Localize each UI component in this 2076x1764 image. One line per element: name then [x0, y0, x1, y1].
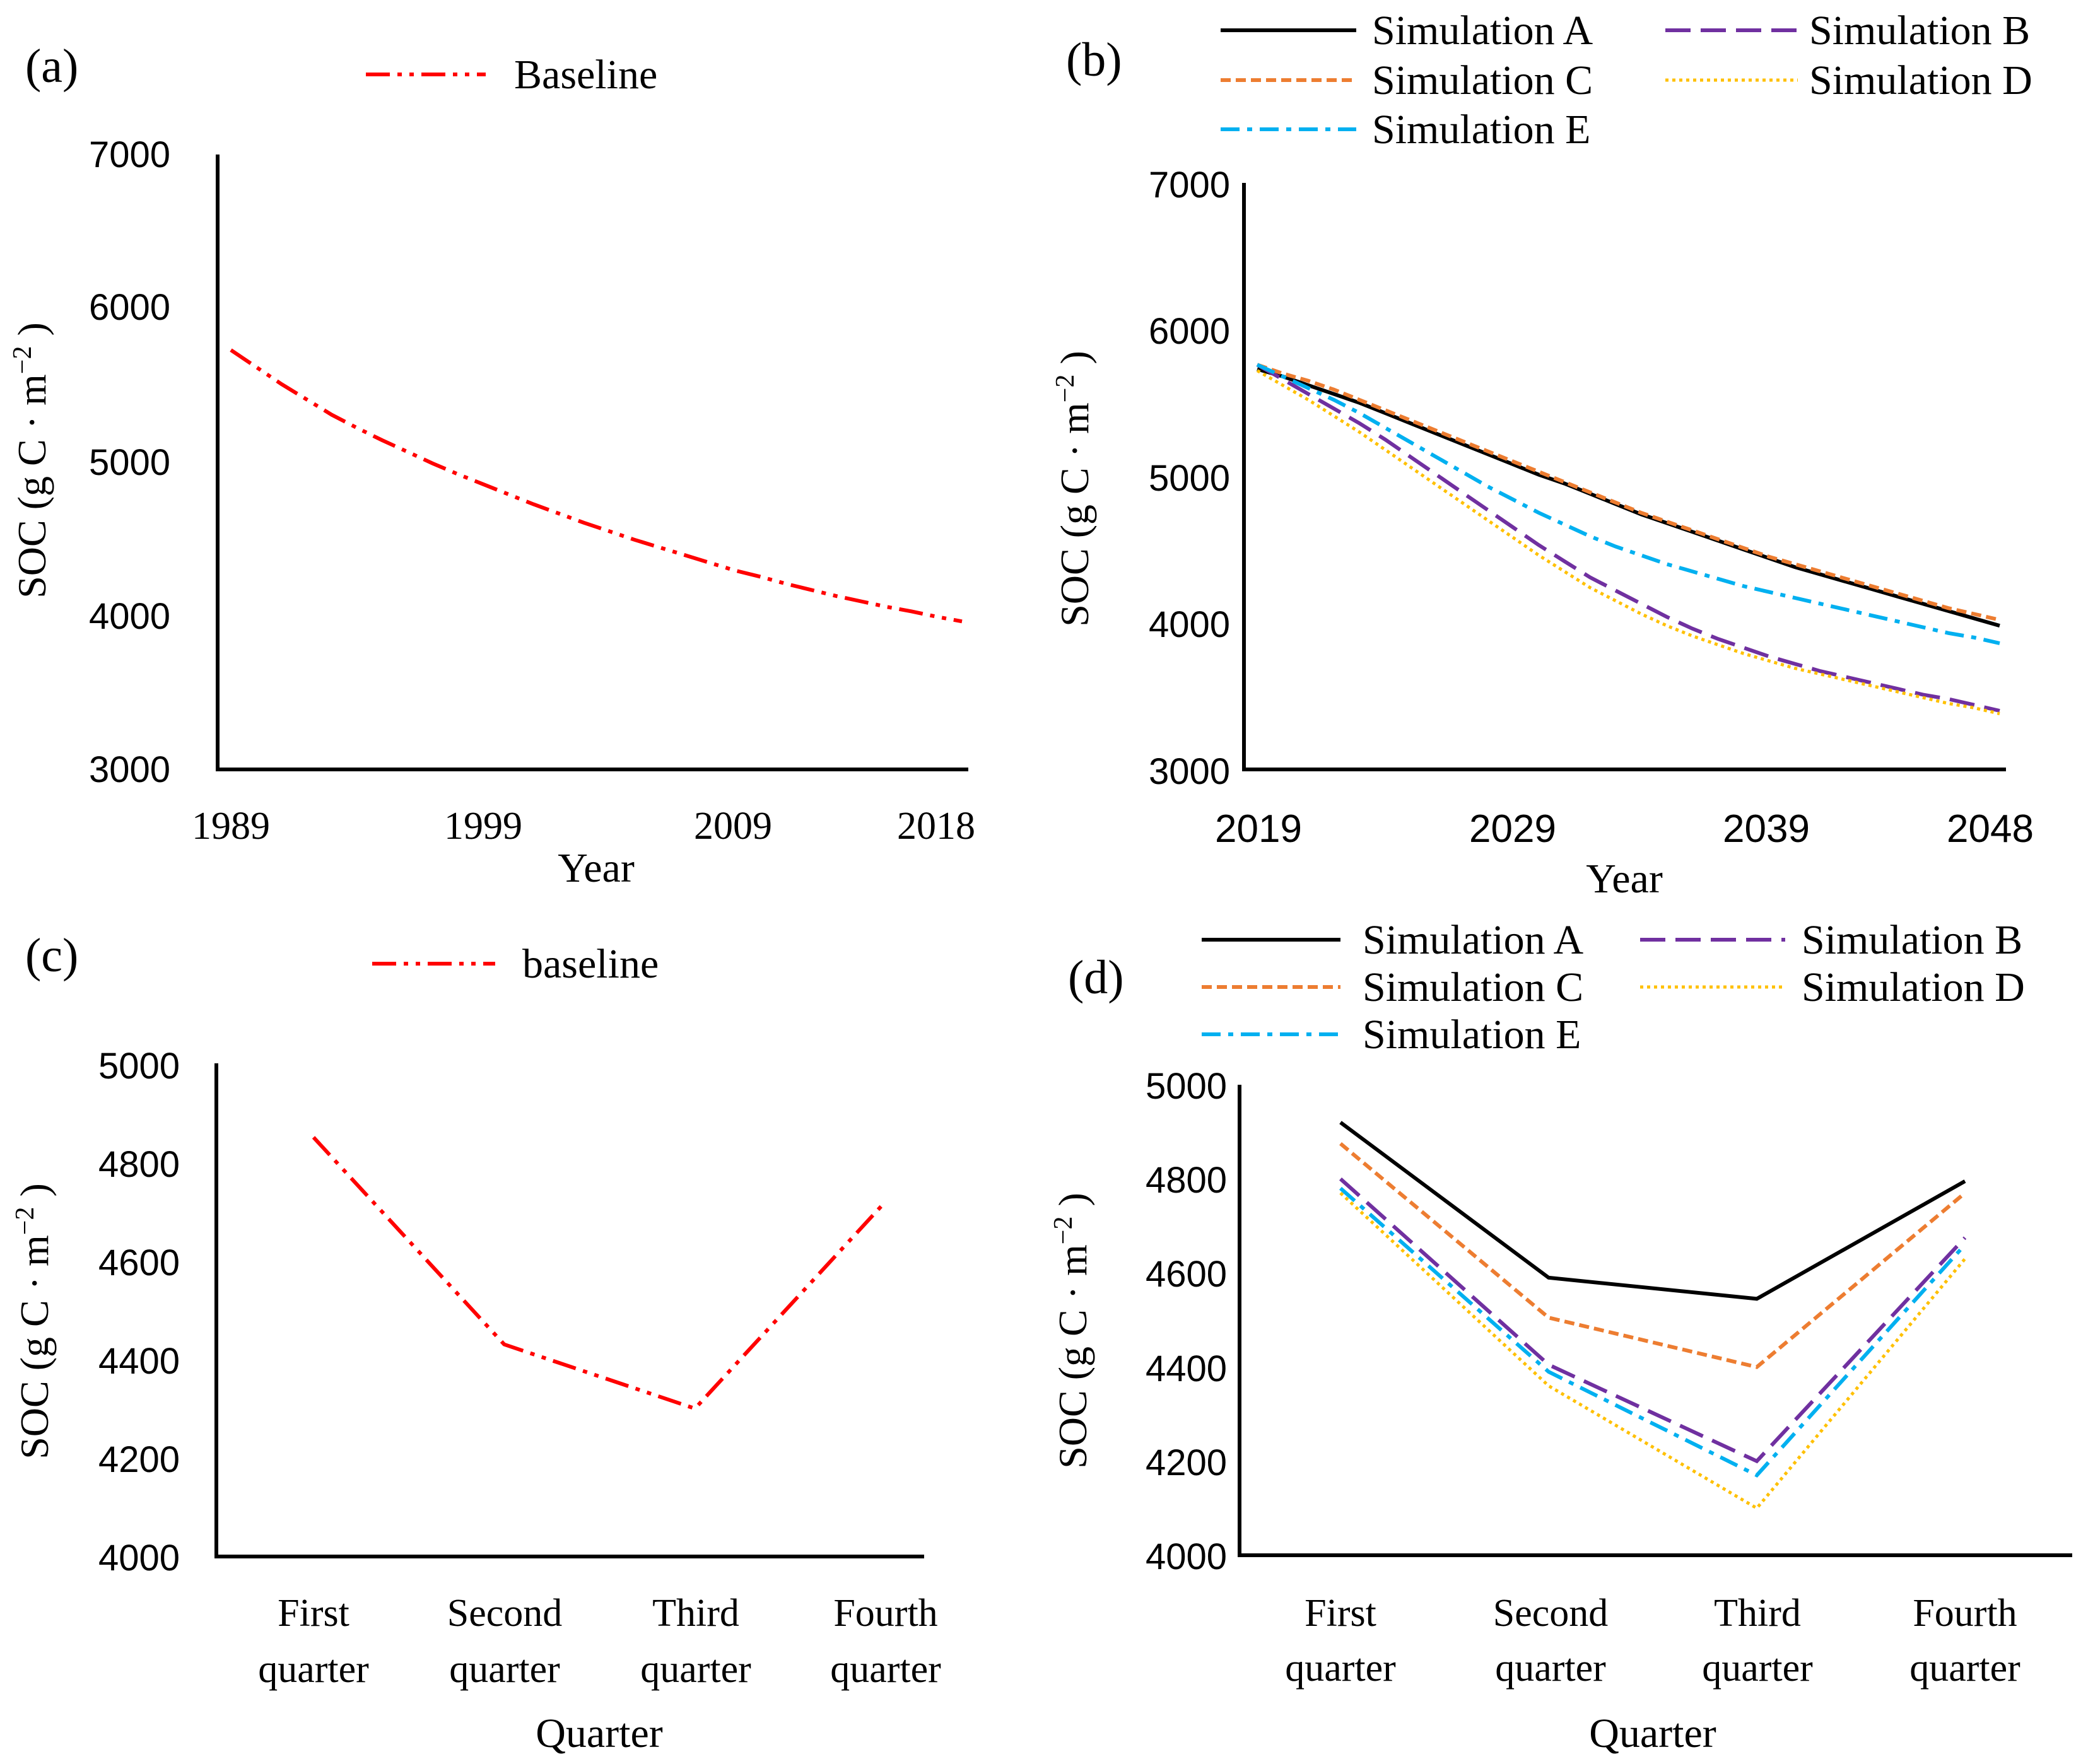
panel-b-legend-label-c: Simulation C — [1372, 57, 1593, 103]
panel-d-ytick-label: 4600 — [1146, 1254, 1227, 1295]
panel-c-xtick-label-line2: quarter — [258, 1648, 369, 1691]
panel-c-letter: (c) — [25, 929, 78, 982]
panel-a-legend-label-0: Baseline — [514, 52, 657, 98]
panel-b-xtick-label: 2039 — [1723, 807, 1810, 851]
panel-b-legend-label-e: Simulation E — [1372, 107, 1591, 153]
panel-a-xtick-label: 2018 — [897, 805, 975, 848]
panel-d-ytick-label: 4200 — [1146, 1442, 1227, 1483]
panel-d-series-simulation-b-line — [1339, 1177, 1967, 1464]
panel-d-xtick-label-line2: quarter — [1285, 1647, 1396, 1690]
panel-b-x-axis-title: Year — [1586, 856, 1663, 902]
panel-d-series-simulation-a-line — [1339, 1121, 1966, 1301]
panel-b: (b) Simulation A Simulation B Simulation… — [1051, 8, 2034, 902]
panel-c-xtick-label-line2: quarter — [640, 1648, 751, 1691]
panel-d-series-simulation-e-line — [1339, 1186, 1967, 1478]
panel-d-axes — [1238, 1085, 2072, 1557]
panel-c-ytick-label: 4200 — [98, 1439, 180, 1480]
panel-c-ytick-label: 4400 — [98, 1341, 180, 1382]
panel-c-x-axis-title: Quarter — [536, 1710, 663, 1756]
panel-d-xtick-label-line1: Third — [1714, 1592, 1801, 1635]
panel-b-axes — [1242, 183, 2006, 771]
panel-d-legend-label-a: Simulation A — [1363, 917, 1584, 963]
panel-d-ytick-label: 5000 — [1146, 1066, 1227, 1107]
panel-b-series-simulation-b-line — [1256, 363, 2000, 713]
panel-d-y-axis-title: SOC (g C · m−2 ) — [1049, 1193, 1095, 1469]
panel-b-ytick-label: 3000 — [1149, 751, 1230, 792]
panel-a-y-axis-title: SOC (g C · m−2 ) — [8, 322, 54, 599]
panel-d-xtick-label-line1: First — [1305, 1592, 1376, 1635]
panel-d-letter: (d) — [1068, 951, 1124, 1004]
panel-d-legend-label-e: Simulation E — [1363, 1012, 1581, 1058]
panel-d-ytick-label: 4800 — [1146, 1160, 1227, 1201]
panel-d-ytick-label: 4000 — [1146, 1536, 1227, 1577]
panel-b-ytick-label: 7000 — [1149, 165, 1230, 206]
panel-a-ytick-label: 6000 — [89, 287, 170, 328]
panel-b-ytick-label: 5000 — [1149, 458, 1230, 499]
panel-a-xtick-label: 1989 — [192, 805, 270, 848]
panel-d-x-axis-title: Quarter — [1589, 1710, 1716, 1756]
panel-b-xtick-label: 2048 — [1947, 807, 2034, 851]
panel-b-legend-label-a: Simulation A — [1372, 8, 1593, 54]
panel-b-ytick-label: 4000 — [1149, 604, 1230, 645]
panel-d-legend-label-d: Simulation D — [1802, 964, 2025, 1010]
panel-b-series-simulation-e-line — [1256, 363, 2000, 645]
panel-c-series-baseline-line — [312, 1136, 888, 1411]
panel-d-legend-label-b: Simulation B — [1802, 917, 2022, 963]
panel-a-letter: (a) — [25, 40, 78, 93]
panel-d-ytick-label: 4400 — [1146, 1348, 1227, 1389]
panel-c-xtick-label-line2: quarter — [449, 1648, 560, 1691]
panel-d-series-simulation-d-line — [1339, 1191, 1966, 1510]
panel-b-y-axis-title: SOC (g C · m−2 ) — [1051, 351, 1097, 627]
panel-a-ytick-label: 4000 — [89, 596, 170, 637]
panel-b-legend-label-b: Simulation B — [1809, 8, 2030, 54]
panel-d-xtick-label-line2: quarter — [1909, 1647, 2020, 1690]
panel-a-xtick-label: 2009 — [694, 805, 772, 848]
panel-c-ytick-label: 4000 — [98, 1538, 180, 1579]
panel-c-xtick-label-line2: quarter — [830, 1648, 941, 1691]
panel-b-ytick-label: 6000 — [1149, 311, 1230, 352]
panel-a-axes — [216, 155, 968, 771]
panel-a: (a) Baseline 7000 6000 5000 4000 3000 SO… — [8, 40, 975, 891]
panel-c-xtick-label-line1: Third — [652, 1592, 739, 1635]
panel-c-xtick-label-line1: Fourth — [833, 1592, 937, 1635]
panel-c-axes — [214, 1063, 924, 1558]
panel-a-xtick-label: 1999 — [444, 805, 522, 848]
panel-c-ytick-label: 5000 — [98, 1046, 180, 1087]
panel-c-ytick-label: 4800 — [98, 1144, 180, 1185]
panel-c: (c) baseline 5000 4800 4600 4400 4200 40… — [11, 929, 941, 1756]
panel-d-xtick-label-line1: Second — [1493, 1592, 1609, 1635]
panel-b-xtick-label: 2029 — [1469, 807, 1556, 851]
panel-a-ytick-label: 3000 — [89, 749, 170, 790]
panel-c-xtick-label-line1: Second — [447, 1592, 563, 1635]
panel-c-ytick-label: 4600 — [98, 1242, 180, 1283]
panel-b-legend-label-d: Simulation D — [1809, 57, 2032, 103]
panel-d-xtick-label-line2: quarter — [1702, 1647, 1813, 1690]
panel-d-series-simulation-c-line — [1339, 1142, 1966, 1369]
panel-d-legend-label-c: Simulation C — [1363, 964, 1583, 1010]
panel-a-x-axis-title: Year — [558, 845, 635, 891]
panel-c-legend-label-0: baseline — [522, 941, 659, 987]
panel-a-series-baseline-line — [230, 348, 963, 624]
panel-c-y-axis-title: SOC (g C · m−2 ) — [11, 1183, 57, 1459]
panel-d: (d) Simulation A Simulation B Simulation… — [1049, 917, 2072, 1756]
panel-c-xtick-label-line1: First — [278, 1592, 349, 1635]
panel-d-xtick-label-line1: Fourth — [1913, 1592, 2017, 1635]
panel-b-letter: (b) — [1066, 33, 1122, 86]
panel-b-series-simulation-d-line — [1256, 369, 2000, 716]
panel-a-ytick-label: 7000 — [89, 134, 170, 175]
panel-d-xtick-label-line2: quarter — [1495, 1647, 1606, 1690]
panel-a-ytick-label: 5000 — [89, 442, 170, 483]
panel-b-xtick-label: 2019 — [1215, 807, 1302, 851]
panel-b-series-simulation-c-line — [1257, 363, 2000, 622]
